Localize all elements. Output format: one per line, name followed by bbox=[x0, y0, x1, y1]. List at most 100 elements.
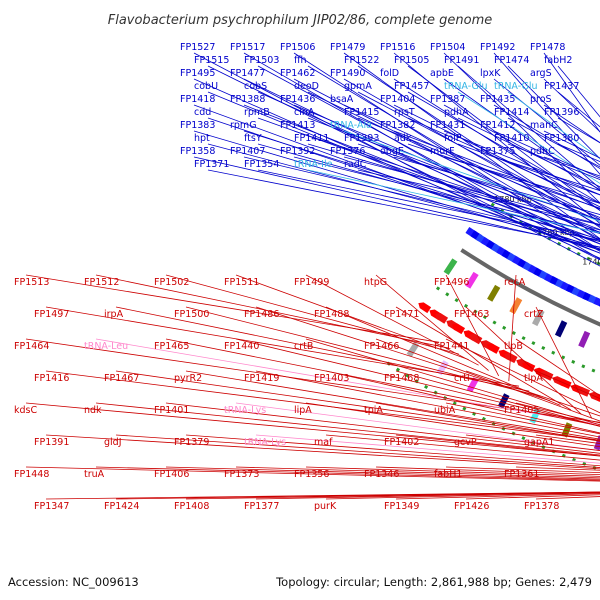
forward-gene-label: obgE bbox=[380, 146, 404, 157]
forward-gene-label: deoD bbox=[294, 81, 319, 92]
reverse-gene-arrow bbox=[452, 323, 466, 335]
forward-label-leader bbox=[457, 143, 600, 196]
reverse-label-leader bbox=[395, 493, 600, 500]
reverse-gene-label: tRNA-Lys bbox=[244, 437, 286, 448]
forward-label-leader bbox=[493, 156, 600, 192]
gene-features bbox=[406, 226, 600, 451]
reverse-label-leader bbox=[115, 306, 530, 392]
forward-label-leader bbox=[357, 143, 600, 221]
reverse-gene-label: ubiA bbox=[434, 405, 456, 416]
reverse-label-leader bbox=[325, 370, 600, 434]
forward-gene-label: pdhA bbox=[444, 107, 469, 118]
reverse-gene-arrow bbox=[435, 313, 449, 324]
forward-gene-label: FP1358 bbox=[180, 146, 215, 157]
forward-label-leader bbox=[443, 78, 600, 192]
forward-gene-label: tRNA-Ala bbox=[330, 120, 372, 131]
forward-label-leader bbox=[393, 52, 600, 224]
forward-gene-label: folP bbox=[444, 133, 462, 144]
reverse-gene-label: FP1471 bbox=[384, 309, 419, 320]
forward-gene-label: gpmA bbox=[344, 81, 372, 92]
reverse-gene-label: FP1426 bbox=[454, 501, 489, 512]
reverse-gene-arrow bbox=[486, 343, 500, 354]
reverse-gene-label: purK bbox=[314, 501, 337, 512]
forward-label-leader bbox=[243, 130, 600, 243]
forward-gene-label: manC bbox=[530, 120, 558, 131]
forward-gene-label: FP1491 bbox=[444, 55, 479, 66]
forward-gene-label: FP1479 bbox=[330, 42, 365, 53]
reverse-gene-arrow bbox=[418, 302, 432, 314]
reverse-label-leader bbox=[465, 494, 600, 500]
reverse-gene-label: FP1466 bbox=[364, 341, 399, 352]
forward-label-leader bbox=[443, 156, 600, 204]
forward-gene-label: FP1457 bbox=[394, 81, 429, 92]
reverse-gene-label: tpiA bbox=[364, 405, 383, 416]
forward-gene-label: FP1516 bbox=[380, 42, 415, 53]
forward-gene-label: rpmG bbox=[230, 120, 257, 131]
topology-label: Topology: circular; Length: 2,861,988 bp… bbox=[275, 575, 592, 589]
reverse-gene-label: tRNA-Leu bbox=[84, 341, 128, 352]
reverse-gene-label: tlpA bbox=[524, 373, 543, 384]
forward-gene-label: FP1375 bbox=[480, 146, 515, 157]
reverse-gene-label: pyrR2 bbox=[174, 373, 202, 384]
reverse-gene-label: FP1496 bbox=[434, 277, 469, 288]
forward-gene-label: FP1376 bbox=[330, 146, 365, 157]
forward-gene-label: proS bbox=[530, 94, 552, 105]
forward-label-leader bbox=[407, 91, 600, 204]
reverse-label-leader bbox=[375, 466, 600, 475]
reverse-label-leader bbox=[25, 466, 600, 482]
reverse-gene-label: FP1346 bbox=[364, 469, 399, 480]
forward-gene-label: FP1411 bbox=[294, 133, 329, 144]
reverse-gene-label: FP1402 bbox=[384, 437, 419, 448]
reverse-label-leader bbox=[325, 306, 561, 406]
kbp-tick-label: 1740 kbp bbox=[582, 258, 600, 267]
forward-label-leader bbox=[457, 65, 600, 189]
forward-gene-label: FP1396 bbox=[544, 107, 579, 118]
reverse-label-leader bbox=[165, 338, 600, 427]
reverse-gene-label: FP1424 bbox=[104, 501, 139, 512]
forward-gene-label: FP1490 bbox=[330, 68, 365, 79]
forward-label-leader bbox=[293, 104, 600, 234]
forward-gene-label: FP1522 bbox=[344, 55, 379, 66]
forward-gene-label: FP1431 bbox=[430, 120, 465, 131]
forward-label-leader bbox=[507, 143, 600, 180]
function-block bbox=[497, 393, 510, 409]
forward-gene-label: FP1474 bbox=[494, 55, 529, 66]
reverse-label-leader bbox=[395, 306, 572, 411]
forward-label-leader bbox=[193, 104, 600, 254]
forward-label-leader bbox=[257, 169, 600, 241]
forward-label-leader bbox=[457, 91, 600, 184]
reverse-label-leader bbox=[235, 338, 600, 427]
forward-label-leader bbox=[507, 117, 600, 168]
forward-gene-label: FP1410 bbox=[494, 133, 529, 144]
forward-label-leader bbox=[207, 169, 600, 248]
forward-label-leader bbox=[393, 104, 600, 208]
reverse-label-leader bbox=[445, 466, 600, 473]
reverse-label-leader bbox=[115, 370, 600, 441]
forward-label-leader bbox=[207, 117, 600, 250]
kbp-tick-label: 1760 kbp bbox=[537, 228, 575, 237]
forward-gene-label: rpsT bbox=[394, 107, 415, 118]
forward-label-leader bbox=[307, 169, 600, 234]
reverse-gene-label: FP1464 bbox=[14, 341, 49, 352]
forward-gene-label: FP1388 bbox=[230, 94, 265, 105]
reverse-label-leader bbox=[115, 434, 600, 468]
forward-gene-label: lpxK bbox=[480, 68, 501, 79]
reverse-label-leader bbox=[305, 274, 479, 366]
forward-label-leader bbox=[393, 130, 600, 210]
reverse-gene-arrow bbox=[469, 333, 483, 345]
forward-gene-label: radC bbox=[344, 159, 367, 170]
forward-gene-label: tRNA-Glu bbox=[444, 81, 488, 92]
reverse-gene-label: FP1408 bbox=[174, 501, 209, 512]
forward-gene-label: hpt bbox=[194, 133, 210, 144]
forward-gene-label: cobU bbox=[194, 81, 218, 92]
reverse-label-leader bbox=[395, 434, 600, 457]
reverse-gene-label: FP1448 bbox=[14, 469, 49, 480]
reverse-label-leader bbox=[235, 402, 600, 452]
forward-gene-label: FP1418 bbox=[180, 94, 215, 105]
function-block bbox=[578, 330, 591, 348]
reverse-label-leader bbox=[185, 434, 600, 467]
reverse-label-leader bbox=[255, 491, 600, 500]
forward-label-leader bbox=[193, 78, 600, 259]
